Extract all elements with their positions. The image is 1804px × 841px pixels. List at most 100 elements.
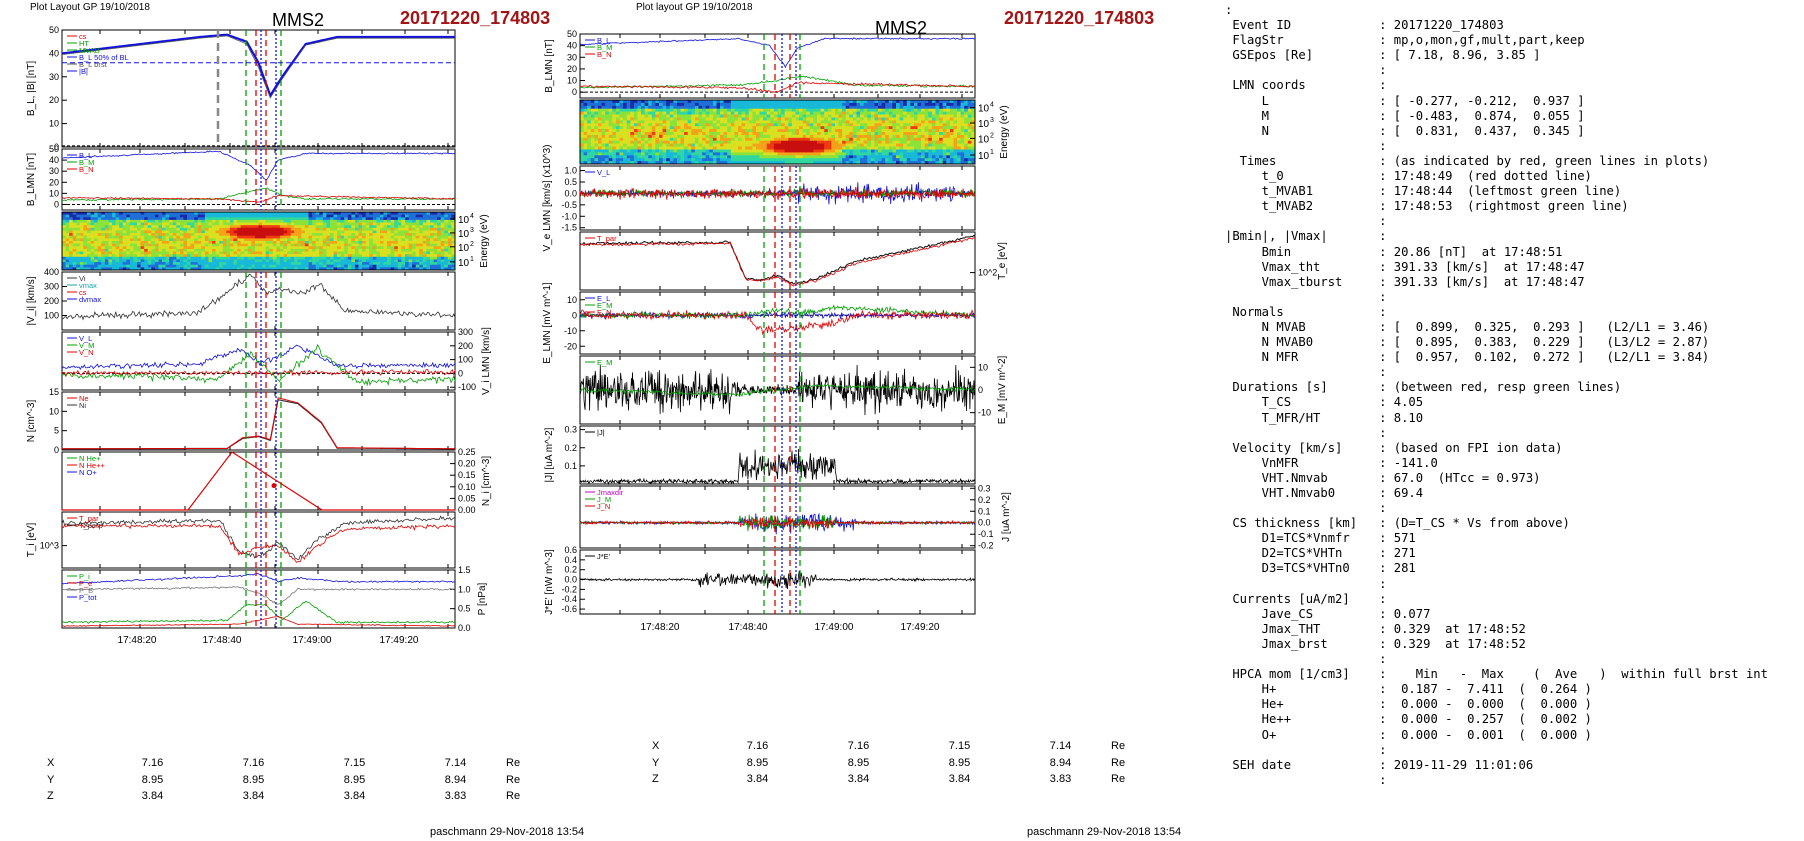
spectrogram-cell <box>781 134 786 139</box>
spectrogram-cell <box>90 241 95 245</box>
spectrogram-cell <box>852 143 857 147</box>
spectrogram-cell <box>304 246 309 250</box>
tick-label: 0.25 <box>458 447 476 457</box>
spectrogram-cell <box>208 212 213 216</box>
spectrogram-cell <box>619 137 624 142</box>
spectrogram-cell <box>312 238 317 242</box>
tick-label: 15 <box>49 387 59 397</box>
spectrogram-cell <box>254 248 259 252</box>
spectrogram-cell <box>809 100 814 104</box>
spectrogram-cell <box>626 134 631 139</box>
spectrogram-cell <box>408 219 413 223</box>
spectrogram-cell <box>272 214 277 218</box>
spectrogram-cell <box>738 155 743 159</box>
spectrogram-cell <box>362 267 367 271</box>
spectrogram-cell <box>917 126 922 130</box>
spectrogram-cell <box>838 108 843 113</box>
spectrogram-cell <box>179 235 184 239</box>
spectrogram-cell <box>87 259 92 263</box>
spectrogram-cell <box>97 267 102 271</box>
spectrogram-cell <box>903 111 908 115</box>
spectrogram-cell <box>176 262 181 266</box>
spectrogram-cell <box>390 262 395 266</box>
spectrogram-cell <box>748 137 753 142</box>
spectrogram-cell <box>315 256 320 260</box>
spectrogram-cell <box>83 230 88 234</box>
spectrogram-cell <box>290 254 295 258</box>
spectrogram-cell <box>598 146 603 150</box>
spectrogram-cell <box>369 267 374 271</box>
spectrogram-cell <box>94 219 99 223</box>
spectrogram-cell <box>147 238 152 242</box>
spectrogram-cell <box>921 155 926 159</box>
spectrogram-cell <box>759 161 764 165</box>
spectrogram-cell <box>101 243 106 247</box>
spectrogram-cell <box>258 233 263 237</box>
spectrogram-cell <box>820 137 825 142</box>
spectrogram-cell <box>914 155 919 159</box>
spectrogram-cell <box>176 259 181 263</box>
spectrogram-cell <box>849 100 854 104</box>
spectrogram-cell <box>651 158 656 162</box>
spectrogram-cell <box>122 217 127 221</box>
spectrogram-cell <box>162 214 167 218</box>
spectrogram-cell <box>440 243 445 247</box>
spectrogram-cell <box>401 227 406 231</box>
spectrogram-cell <box>297 254 302 258</box>
spectrogram-cell <box>76 246 81 250</box>
spectrogram-cell <box>892 158 897 162</box>
spectrogram-cell <box>422 248 427 252</box>
spectrogram-cell <box>802 108 807 113</box>
spectrogram-cell <box>387 225 392 229</box>
spectrogram-cell <box>365 241 370 245</box>
spectrogram-cell <box>601 146 606 150</box>
spectrogram-cell <box>845 120 850 124</box>
spectrogram-cell <box>702 100 707 104</box>
spectrogram-cell <box>580 126 585 130</box>
series-line <box>61 368 456 378</box>
spectrogram-cell <box>903 146 908 150</box>
spectrogram-cell <box>412 241 417 245</box>
spectrogram-cell <box>183 214 188 218</box>
spectrogram-cell <box>745 117 750 121</box>
spectrogram-cell <box>723 100 728 104</box>
spectrogram-cell <box>258 214 263 218</box>
spectrogram-cell <box>129 246 134 250</box>
spectrogram-cell <box>580 158 585 162</box>
spectrogram-cell <box>158 217 163 221</box>
spectrogram-cell <box>219 217 224 221</box>
spectrogram-cell <box>680 155 685 159</box>
spectrogram-cell <box>827 114 832 118</box>
spectrogram-cell <box>806 158 811 162</box>
spectrogram-cell <box>756 129 761 133</box>
spectrogram-cell <box>698 100 703 104</box>
spectrogram-cell <box>165 214 170 218</box>
spectrogram-cell <box>626 146 631 150</box>
spectrogram-cell <box>154 212 159 216</box>
spectrogram-cell <box>355 259 360 263</box>
spectrogram-cell <box>412 246 417 250</box>
spectrogram-cell <box>69 243 74 247</box>
spectrogram-cell <box>648 161 653 165</box>
spectrogram-cell <box>65 214 70 218</box>
spectrogram-cell <box>269 238 274 242</box>
spectrogram-cell <box>892 143 897 147</box>
series-line <box>61 515 456 560</box>
spectrogram-cell <box>254 259 259 263</box>
spectrogram-cell <box>351 267 356 271</box>
spectrogram-cell <box>615 158 620 162</box>
spectrogram-cell <box>791 100 796 104</box>
series-line <box>61 522 456 563</box>
spectrogram-cell <box>247 248 252 252</box>
spectrogram-cell <box>892 111 897 115</box>
spectrogram-cell <box>799 140 804 145</box>
tick-label: 40 <box>567 41 577 51</box>
spectrogram-cell <box>337 267 342 271</box>
spectrogram-cell <box>129 262 134 266</box>
spectrogram-cell <box>702 149 707 153</box>
spectrogram-cell <box>69 233 74 237</box>
spectrogram-cell <box>115 233 120 237</box>
spectrogram-cell <box>612 152 617 156</box>
spectrogram-cell <box>333 219 338 223</box>
spectrogram-cell <box>212 264 217 268</box>
